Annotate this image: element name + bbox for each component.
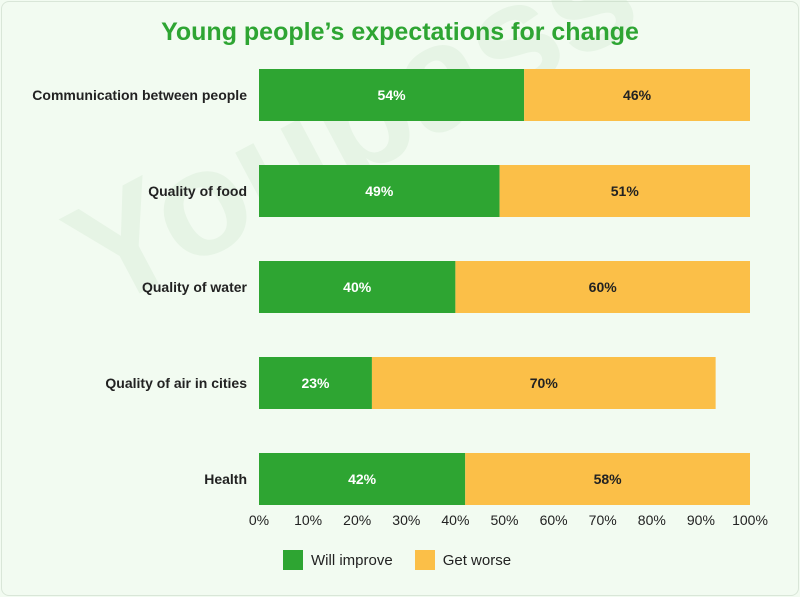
data-label-get-worse-quality-of-food: 51% (611, 183, 640, 199)
bar-will-improve-health (259, 453, 466, 505)
data-label-will-improve-quality-of-water: 40% (343, 279, 372, 295)
legend-label-get-worse: Get worse (442, 551, 512, 569)
x-tick-label: 70% (589, 512, 617, 528)
data-label-get-worse-quality-of-water: 60% (589, 279, 618, 295)
legend-swatch-will-improve (283, 550, 303, 570)
bar-will-improve-quality-of-food (259, 165, 500, 217)
x-tick-label: 30% (392, 512, 420, 528)
data-label-will-improve-health: 42% (348, 471, 377, 487)
bar-will-improve-communication-between-people (259, 69, 525, 121)
bar-get-worse-communication-between-people (524, 69, 750, 121)
legend-item-get-worse: Get worse (414, 550, 512, 570)
category-label-quality-of-water: Quality of water (142, 279, 248, 295)
x-tick-label: 90% (687, 512, 715, 528)
x-tick-label: 10% (294, 512, 322, 528)
x-tick-label: 80% (638, 512, 666, 528)
data-label-will-improve-quality-of-air-in-cities: 23% (301, 375, 330, 391)
bar-get-worse-quality-of-food (499, 165, 750, 217)
bar-will-improve-quality-of-water (259, 261, 456, 313)
bar-get-worse-quality-of-water (455, 261, 750, 313)
legend: Will improve Get worse (283, 550, 511, 570)
x-tick-label: 20% (343, 512, 371, 528)
legend-swatch-get-worse (414, 550, 435, 570)
legend-label-will-improve: Will improve (311, 551, 393, 569)
bar-get-worse-quality-of-air-in-cities (371, 357, 716, 409)
chart-title: Young people’s expectations for change (161, 18, 639, 46)
bar-get-worse-health (465, 453, 750, 505)
x-tick-label: 40% (441, 512, 469, 528)
legend-item-will-improve: Will improve (283, 550, 393, 570)
bar-will-improve-quality-of-air-in-cities (259, 357, 372, 409)
x-tick-label: 0% (249, 512, 269, 528)
data-label-get-worse-quality-of-air-in-cities: 70% (530, 375, 559, 391)
data-label-will-improve-communication-between-people: 54% (378, 87, 407, 103)
x-tick-label: 100% (732, 512, 768, 528)
data-label-get-worse-health: 58% (594, 471, 623, 487)
data-label-will-improve-quality-of-food: 49% (365, 183, 394, 199)
category-label-communication-between-people: Communication between people (32, 87, 247, 103)
data-label-get-worse-communication-between-people: 46% (623, 87, 652, 103)
category-label-quality-of-air-in-cities: Quality of air in cities (105, 375, 247, 391)
x-tick-label: 60% (540, 512, 568, 528)
category-label-quality-of-food: Quality of food (148, 183, 247, 199)
category-label-health: Health (204, 471, 247, 487)
x-tick-label: 50% (490, 512, 518, 528)
